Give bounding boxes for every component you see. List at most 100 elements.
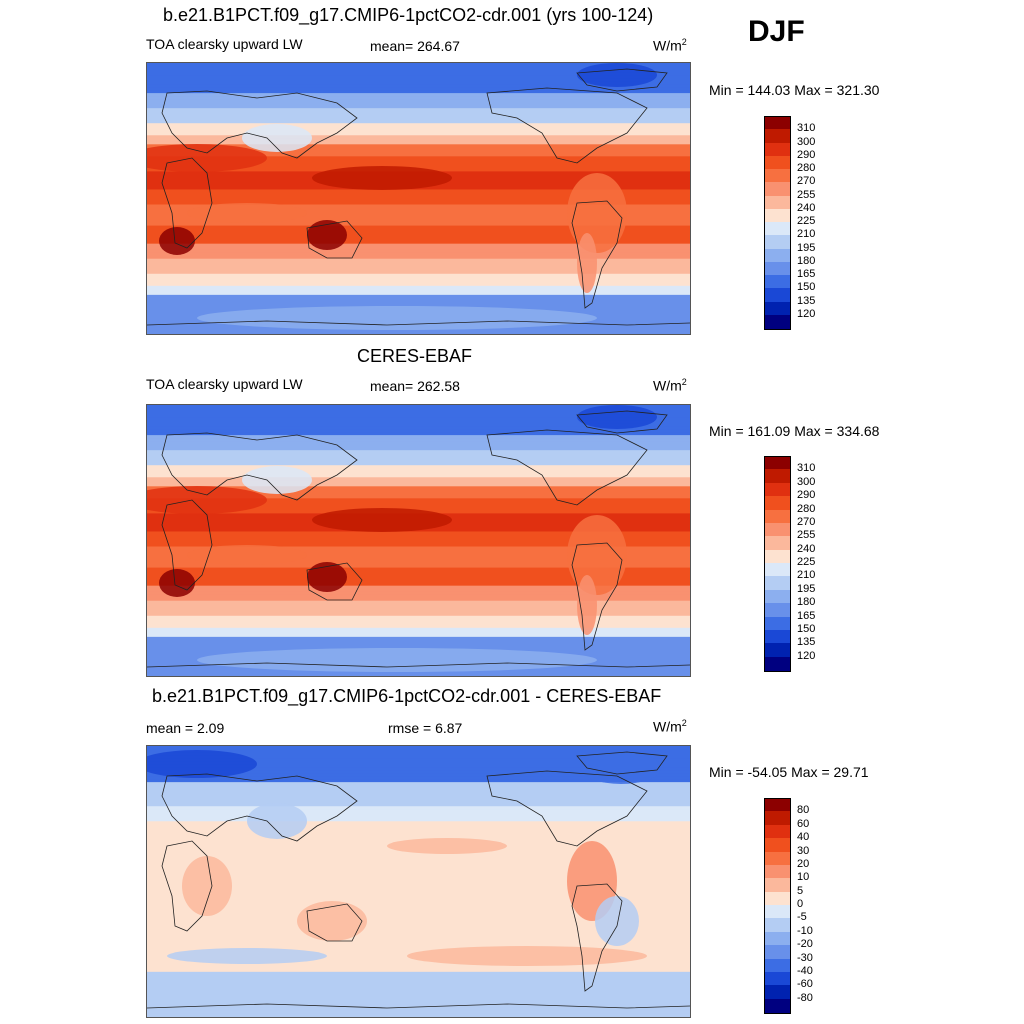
colorbar-box [764,563,791,577]
lat-band [147,462,690,466]
field-feature [197,648,597,672]
lat-band [147,465,690,469]
lat-band [147,417,690,421]
lat-band [147,989,690,994]
lat-band [147,1001,690,1006]
colorbar-tick-label: -30 [797,951,813,964]
lat-band [147,959,690,964]
lat-band [147,582,690,587]
lat-band [147,905,690,910]
colorbar-tick-label: -60 [797,978,813,991]
lat-band [147,207,690,212]
colorbar-box [764,314,791,330]
lat-band [147,99,690,103]
lat-band [147,791,690,795]
colorbar-box [764,155,791,170]
lat-band [147,87,690,91]
lat-band [147,438,690,442]
field-feature [577,575,597,635]
field-feature [312,166,452,190]
colorbar-tick-label: 0 [797,898,804,910]
lat-band [147,555,690,560]
lat-band [147,246,690,251]
coastline [161,432,358,501]
lat-band [147,282,690,287]
lat-band [147,947,690,952]
lat-band [147,830,690,834]
coastline [161,840,213,932]
lat-band [147,615,690,620]
lat-band [147,746,690,750]
colorbar-tick-label: 310 [797,122,816,135]
lat-band [147,132,690,136]
lat-band [147,986,690,991]
lat-band [147,237,690,242]
lat-band [147,135,690,139]
colorbar-tick-label: 240 [797,542,816,555]
lat-band [147,980,690,985]
panel1-heatmap [147,63,690,334]
field-feature [312,508,452,532]
field-feature [182,856,232,916]
lat-band [147,495,690,499]
colorbar-box [764,643,791,658]
lat-band [147,300,690,305]
lat-band [147,63,690,67]
colorbar-box [764,469,791,484]
colorbar-box [764,616,791,631]
lat-band [147,818,690,822]
colorbar-tick-label: 225 [797,556,816,568]
lat-band [147,528,690,533]
lat-band [147,932,690,937]
colorbar-box [764,275,791,289]
lat-band [147,935,690,940]
lat-band [147,414,690,418]
colorbar-box [764,589,791,604]
lat-band [147,881,690,886]
colorbar-box [764,116,791,131]
colorbar-tick-label: 10 [797,871,810,884]
panel1-units: W/m2 [653,37,687,54]
lat-band [147,456,690,460]
lat-band [147,803,690,807]
lat-band [147,573,690,578]
lat-band [147,249,690,254]
colorbar-tick-label: 195 [797,241,816,254]
field-feature [577,405,657,429]
colorbar-tick-label: -20 [797,938,813,951]
lat-band [147,126,690,130]
coastline [161,157,213,249]
lat-band [147,75,690,79]
season-label: DJF [748,15,805,48]
colorbar-box [764,905,791,919]
colorbar-tick-label: 310 [797,462,816,475]
lat-band [147,72,690,76]
colorbar-tick-label: 20 [797,857,810,870]
lat-band [147,240,690,245]
lat-band [147,938,690,943]
lat-band [147,210,690,215]
lat-band [147,435,690,439]
lat-band [147,288,690,293]
lat-band [147,483,690,487]
lat-band [147,474,690,478]
lat-band [147,588,690,593]
colorbar-tick-label: 120 [797,307,816,320]
lat-band [147,81,690,85]
lat-band [147,944,690,949]
coastline [147,662,690,668]
colorbar-box [764,235,791,249]
lat-band [147,501,690,505]
lat-band [147,797,690,801]
lat-band [147,147,690,151]
lat-band [147,105,690,109]
lat-band [147,408,690,412]
lat-band [147,243,690,248]
lat-band [147,534,690,539]
coastline [486,87,648,164]
lat-band [147,270,690,275]
lat-band [147,192,690,197]
colorbar-tick-label: 165 [797,609,816,622]
lat-band [147,129,690,133]
lat-band [147,405,690,409]
